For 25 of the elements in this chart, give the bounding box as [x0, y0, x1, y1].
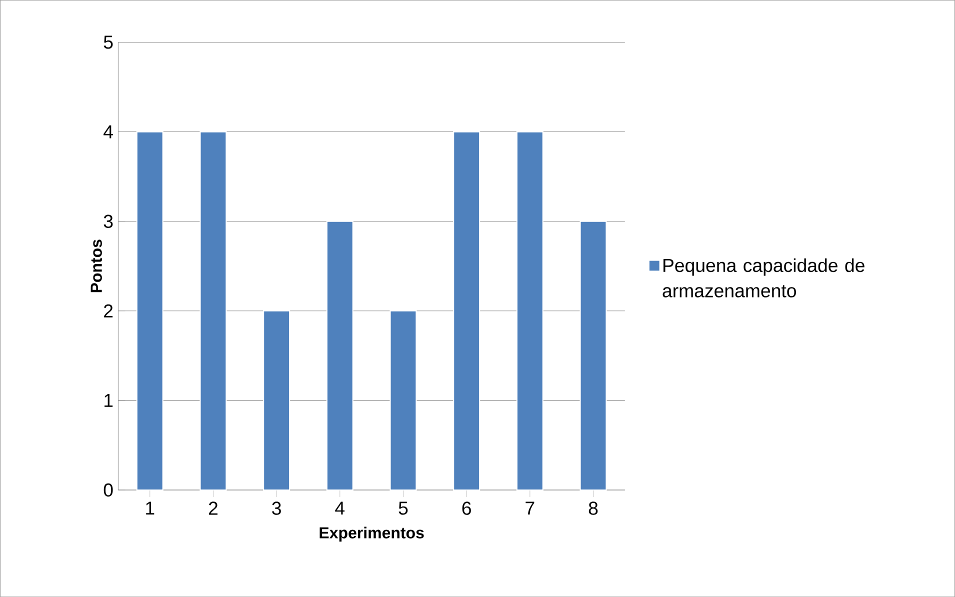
bar [516, 131, 544, 490]
legend-label: Pequena capacidade de armazenamento [662, 258, 864, 298]
y-tick-label: 0 [104, 483, 113, 497]
bar [200, 131, 227, 490]
x-axis-title: Experimentos [320, 526, 424, 542]
y-tick-label: 3 [104, 214, 113, 228]
bar [136, 131, 164, 490]
x-tick-label: 5 [398, 502, 408, 515]
x-tick-label: 6 [462, 502, 471, 515]
bar [580, 220, 607, 490]
y-tick-label: 4 [104, 125, 113, 138]
bar [390, 310, 417, 490]
x-tick-label: 2 [208, 502, 218, 515]
x-tick-label: 7 [526, 502, 534, 514]
y-tick-label: 5 [104, 36, 113, 49]
bar [453, 131, 480, 490]
x-tick-label: 1 [146, 502, 154, 514]
bar [326, 220, 354, 490]
y-tick-label: 2 [104, 304, 113, 318]
y-axis-title: Pontos [90, 240, 102, 292]
y-tick-label: 1 [104, 394, 113, 407]
x-tick-label: 4 [335, 502, 345, 514]
bar [263, 310, 290, 490]
x-tick-label: 3 [272, 502, 281, 515]
x-tick-label: 8 [588, 502, 598, 515]
